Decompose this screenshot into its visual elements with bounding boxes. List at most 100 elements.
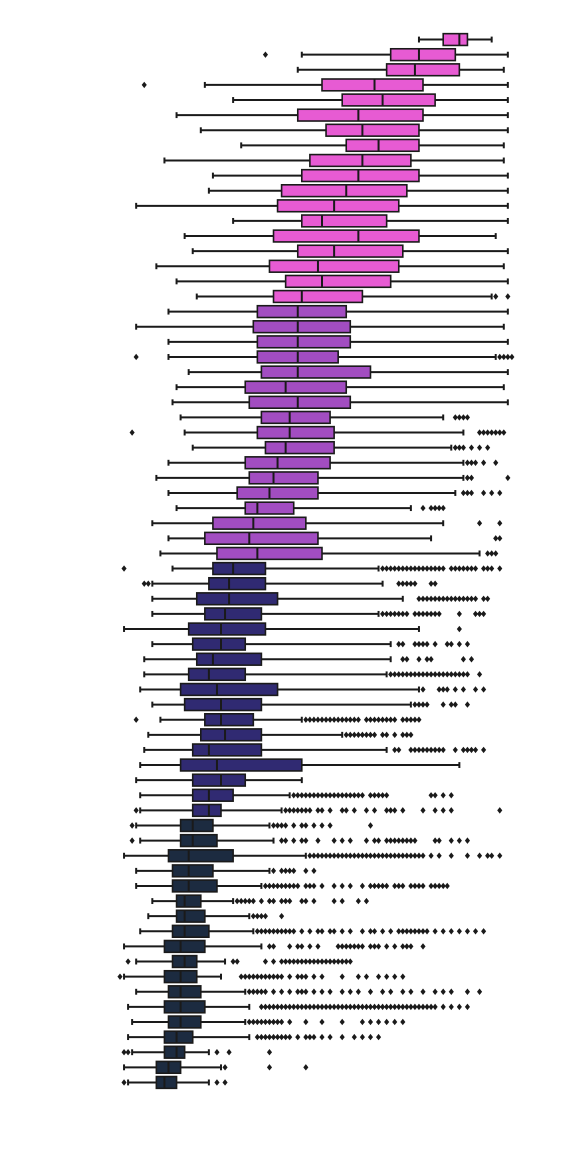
flier-point [347, 943, 353, 950]
flier-point [468, 489, 475, 497]
flier-point [392, 943, 398, 950]
flier-point [343, 731, 349, 739]
flier-point [477, 520, 483, 527]
flier-point [472, 928, 479, 935]
flier-point [303, 822, 309, 829]
flier-point [448, 701, 454, 708]
flier-point [468, 746, 475, 754]
flier-point [351, 1033, 357, 1041]
box-group [147, 728, 414, 742]
flier-point [367, 943, 374, 950]
box-group [155, 259, 505, 273]
flier-point [367, 1003, 374, 1011]
flier-point [464, 474, 470, 482]
flier-point [497, 852, 503, 859]
flier-point [384, 610, 390, 618]
flier-point [351, 852, 357, 859]
flier-point [408, 837, 414, 844]
flier-point [456, 444, 462, 451]
flier-point [327, 928, 333, 935]
flier-point [428, 504, 434, 512]
flier-point [315, 943, 321, 950]
flier-point [287, 943, 293, 950]
flier-point [384, 973, 390, 980]
flier-point [468, 656, 475, 663]
box-group [262, 47, 509, 62]
flier-point [380, 792, 386, 799]
flier-point [384, 731, 390, 739]
flier-point [339, 928, 345, 935]
flier-point [384, 943, 390, 950]
flier-point [448, 640, 454, 648]
flier-point [295, 943, 301, 950]
flier-point [319, 852, 325, 859]
flier-point [412, 565, 418, 572]
flier-point [388, 807, 394, 814]
box-iqr [244, 501, 295, 515]
flier-point [493, 535, 499, 542]
flier-point [472, 686, 479, 693]
box-group [171, 395, 509, 409]
flier-point [440, 701, 446, 708]
flier-point [371, 807, 378, 814]
flier-point [452, 595, 458, 602]
flier-point [299, 958, 305, 965]
box-iqr [256, 304, 348, 319]
box-group [167, 531, 503, 546]
flier-point [287, 973, 293, 980]
flier-point [464, 595, 470, 602]
flier-point [432, 671, 438, 678]
flier-point [412, 671, 418, 678]
flier-point [222, 1079, 228, 1086]
flier-point [392, 746, 398, 754]
flier-point [287, 988, 293, 995]
flier-point [283, 1033, 289, 1041]
flier-point [270, 1003, 277, 1011]
flier-point [420, 807, 426, 814]
flier-point [416, 928, 422, 935]
flier-point [440, 882, 446, 890]
flier-point [384, 882, 390, 890]
flier-point [400, 610, 406, 618]
flier-point [141, 81, 147, 89]
box-iqr [175, 909, 206, 923]
box-iqr [260, 410, 331, 425]
flier-point [380, 731, 386, 739]
box-group [151, 516, 503, 530]
flier-point [485, 595, 491, 602]
flier-point [396, 565, 402, 572]
flier-point [380, 988, 386, 995]
flier-point [408, 852, 414, 859]
flier-point [464, 852, 470, 859]
box-group [195, 289, 511, 304]
flier-point [319, 1033, 325, 1041]
flier-point [347, 731, 353, 739]
flier-point [380, 852, 386, 859]
box-iqr [284, 274, 392, 289]
box-iqr [163, 1045, 186, 1059]
flier-point [311, 973, 317, 980]
flier-point [287, 897, 293, 905]
flier-point [404, 610, 410, 618]
flier-point [343, 943, 349, 950]
flier-point [440, 671, 446, 678]
flier-point [432, 565, 438, 572]
flier-point [432, 837, 438, 844]
flier-point [468, 444, 475, 451]
flier-point [275, 973, 281, 980]
flier-point [420, 671, 426, 678]
flier-point [307, 1003, 313, 1011]
flier-point [291, 882, 297, 890]
flier-point [485, 852, 491, 859]
flier-point [319, 822, 325, 829]
flier-point [129, 822, 135, 829]
flier-point [481, 686, 487, 693]
flier-point [270, 943, 277, 950]
flier-point [460, 444, 466, 451]
flier-point [270, 822, 277, 829]
box-group [167, 304, 509, 319]
flier-point [464, 671, 470, 678]
flier-point [347, 882, 353, 890]
flier-point [250, 988, 256, 995]
